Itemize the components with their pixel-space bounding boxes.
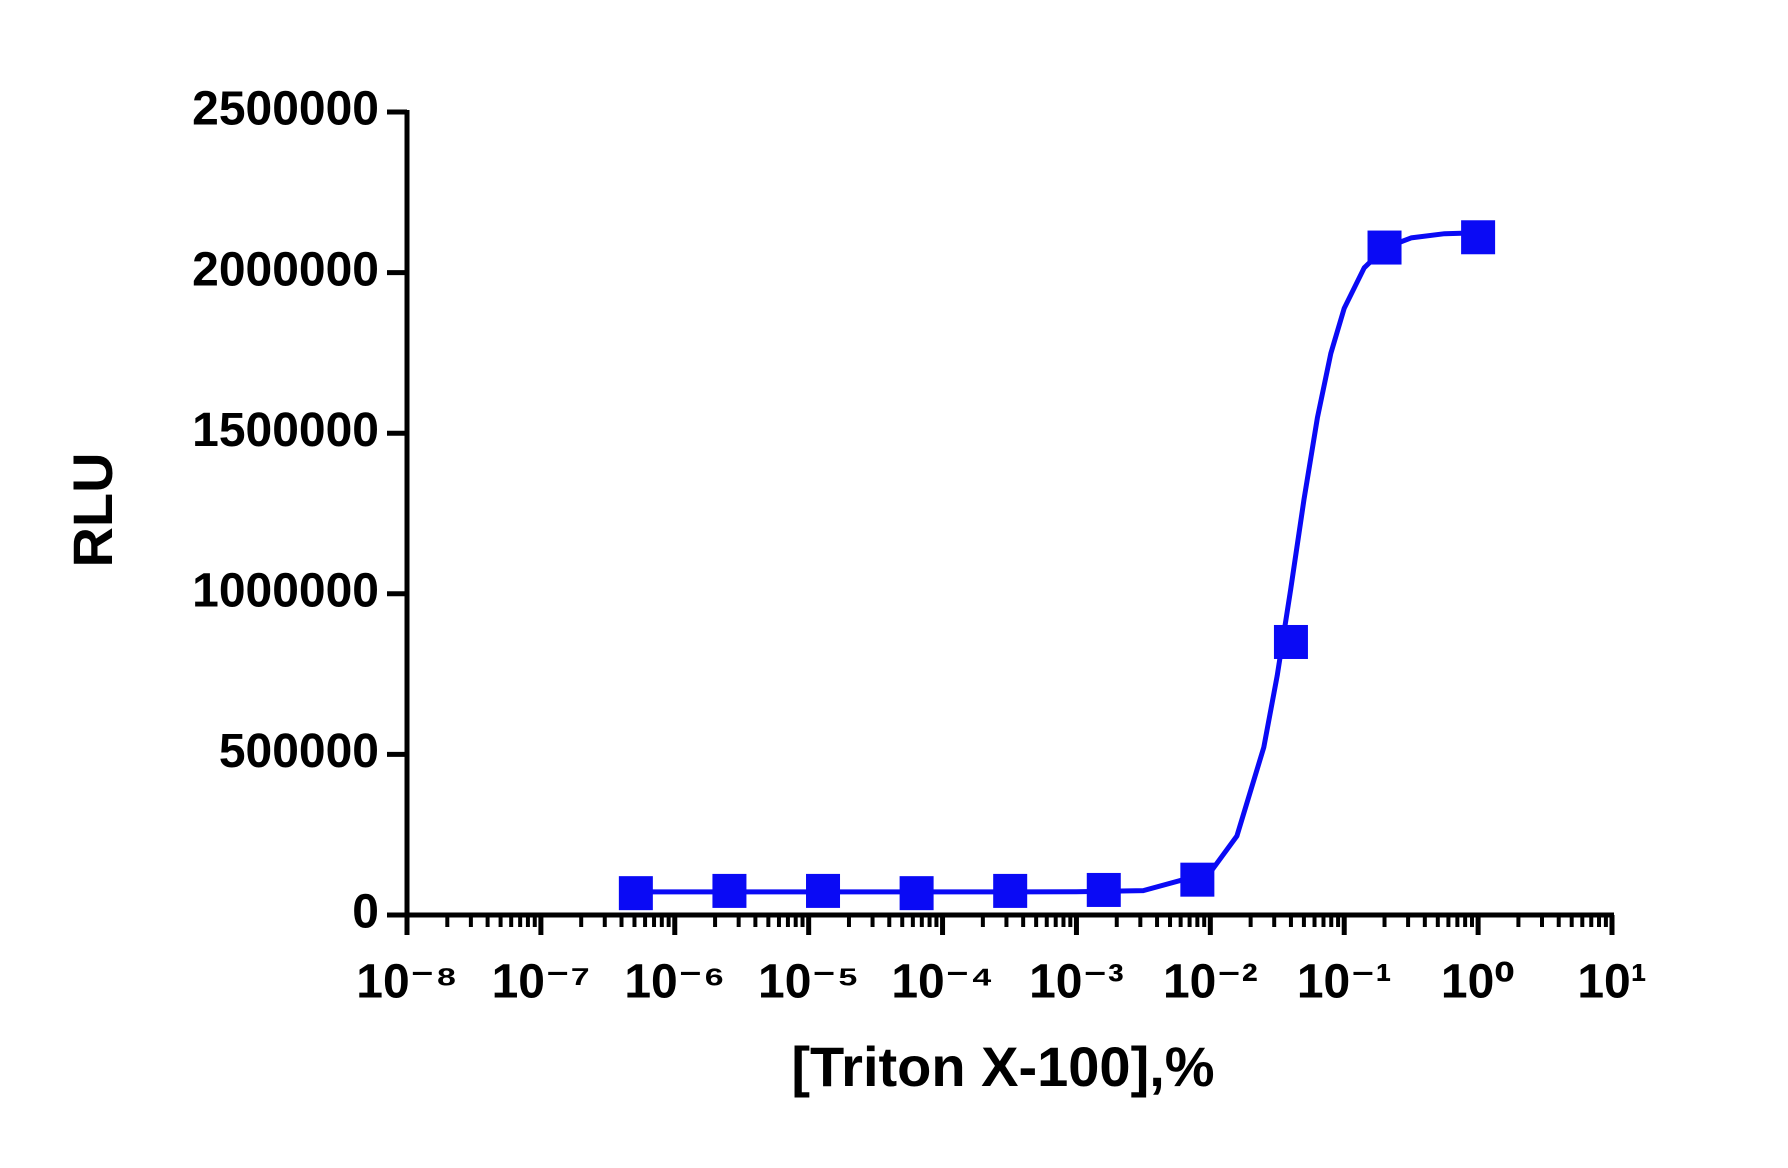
x-tick-label: 10⁻⁷ (492, 956, 591, 1009)
data-point (1367, 230, 1402, 265)
x-tick-label: 10⁻⁶ (624, 956, 725, 1009)
x-tick-label: 10⁻² (1163, 956, 1258, 1009)
x-tick-label: 10⁻¹ (1297, 956, 1392, 1009)
data-point (993, 873, 1028, 908)
y-tick-label: 1500000 (192, 404, 379, 457)
data-point (712, 873, 747, 908)
data-point (806, 873, 841, 908)
x-tick-label: 10⁰ (1441, 956, 1515, 1009)
x-tick-label: 10⁻⁵ (758, 956, 859, 1009)
x-tick-label: 10⁻⁸ (356, 956, 457, 1009)
data-point (618, 876, 653, 911)
x-tick-label: 10¹ (1577, 956, 1646, 1009)
data-point (1180, 862, 1215, 897)
data-point (1273, 624, 1308, 659)
fit-curve (635, 230, 1479, 895)
x-axis-title: [Triton X-100],% (791, 1035, 1214, 1098)
y-axis-title: RLU (61, 452, 124, 567)
data-point (899, 876, 934, 911)
x-tick-label: 10⁻³ (1029, 956, 1124, 1009)
data-point (1086, 872, 1121, 907)
y-tick-label: 1000000 (192, 564, 379, 617)
x-tick-label: 10⁻⁴ (891, 956, 993, 1009)
y-tick-label: 2000000 (192, 243, 379, 296)
y-tick-label: 0 (352, 886, 379, 939)
y-tick-label: 500000 (219, 725, 379, 778)
data-point (1461, 220, 1496, 255)
y-tick-label: 2500000 (192, 83, 379, 136)
